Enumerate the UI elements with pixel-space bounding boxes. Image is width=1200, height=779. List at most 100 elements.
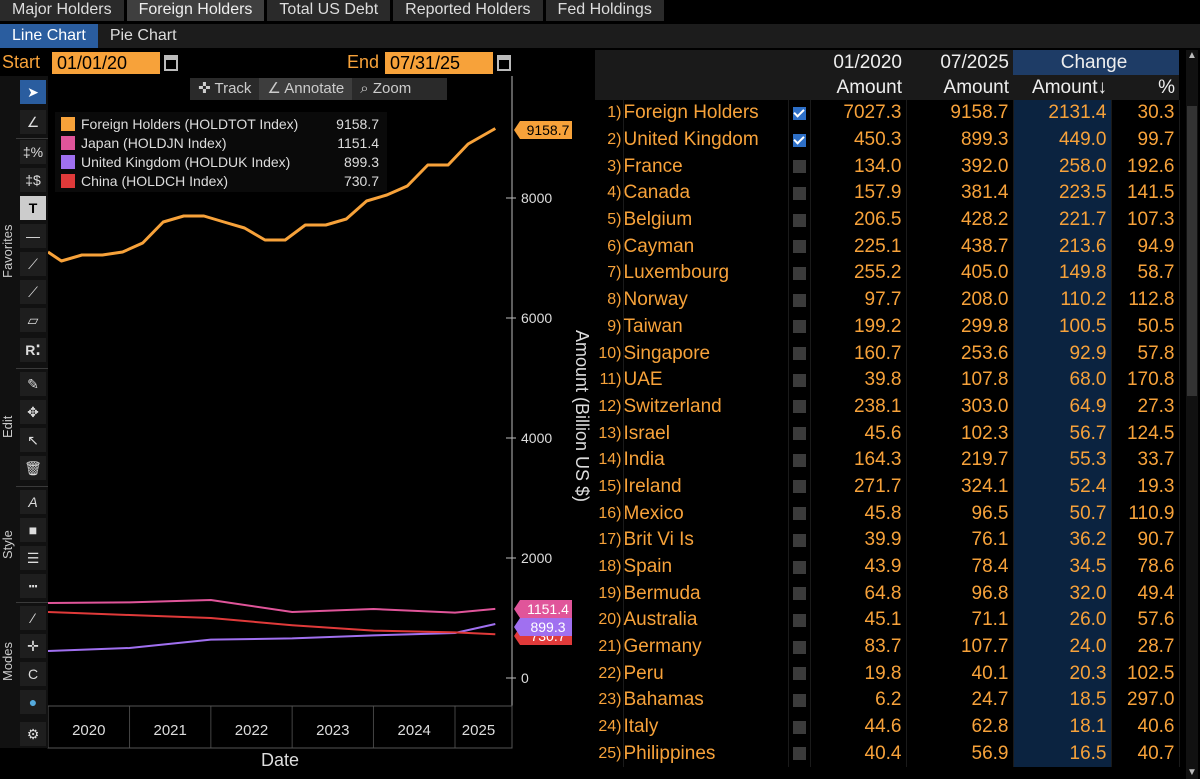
subheader-amount-2[interactable]: Amount xyxy=(906,75,1013,100)
scroll-down-icon[interactable]: ▼ xyxy=(1187,767,1197,778)
table-scrollbar[interactable]: ▲ ▼ xyxy=(1186,50,1198,779)
crosshair-mode-icon[interactable]: ✛ xyxy=(20,634,46,658)
tab-total-us-debt[interactable]: Total US Debt xyxy=(267,0,394,21)
legend-item[interactable]: Foreign Holders (HOLDTOT Index) 9158.7 xyxy=(55,114,387,133)
row-checkbox[interactable] xyxy=(788,446,811,474)
checkbox-unchecked-icon[interactable] xyxy=(792,293,806,307)
trash-icon[interactable]: 🗑 xyxy=(20,456,46,480)
checkbox-unchecked-icon[interactable] xyxy=(792,613,806,627)
legend-item[interactable]: China (HOLDCH Index) 730.7 xyxy=(55,171,387,190)
checkbox-unchecked-icon[interactable] xyxy=(792,453,806,467)
line-draw-tool-icon[interactable]: ∠ xyxy=(20,110,46,134)
row-checkbox[interactable] xyxy=(788,206,811,234)
col-header-jan2020[interactable]: 01/2020 xyxy=(810,50,906,75)
row-checkbox[interactable] xyxy=(788,740,811,768)
row-checkbox[interactable] xyxy=(788,633,811,661)
tab-fed-holdings[interactable]: Fed Holdings xyxy=(545,0,667,21)
tab-foreign-holders[interactable]: Foreign Holders xyxy=(126,0,268,21)
table-row[interactable]: 24) Italy 44.6 62.8 18.1 40.6 xyxy=(595,713,1180,741)
table-row[interactable]: 21) Germany 83.7 107.7 24.0 28.7 xyxy=(595,633,1180,661)
eraser-mode-icon[interactable]: ⁄ xyxy=(20,606,46,630)
scroll-thumb[interactable] xyxy=(1187,106,1197,396)
row-checkbox[interactable] xyxy=(788,527,811,554)
row-checkbox[interactable] xyxy=(788,393,811,421)
table-row[interactable]: 22) Peru 19.8 40.1 20.3 102.5 xyxy=(595,660,1180,688)
subheader-change-amount-sorted[interactable]: Amount↓ xyxy=(1013,75,1111,100)
legend-item[interactable]: Japan (HOLDJN Index) 1151.4 xyxy=(55,133,387,152)
row-checkbox[interactable] xyxy=(788,340,811,367)
table-row[interactable]: 5) Belgium 206.5 428.2 221.7 107.3 xyxy=(595,206,1180,234)
checkbox-checked-icon[interactable] xyxy=(792,133,806,147)
move-icon[interactable]: ✥ xyxy=(20,400,46,424)
segment-line-icon[interactable]: ⟋ xyxy=(20,280,46,304)
table-row[interactable]: 8) Norway 97.7 208.0 110.2 112.8 xyxy=(595,286,1180,314)
row-checkbox[interactable] xyxy=(788,420,811,447)
table-row[interactable]: 23) Bahamas 6.2 24.7 18.5 297.0 xyxy=(595,687,1180,714)
table-row[interactable]: 6) Cayman 225.1 438.7 213.6 94.9 xyxy=(595,233,1180,261)
table-row[interactable]: 16) Mexico 45.8 96.5 50.7 110.9 xyxy=(595,500,1180,527)
tab-major-holders[interactable]: Major Holders xyxy=(0,0,127,21)
pointer-tool-icon[interactable]: ➤ xyxy=(20,80,46,104)
checkbox-unchecked-icon[interactable] xyxy=(792,560,806,574)
table-row[interactable]: 19) Bermuda 64.8 96.8 32.0 49.4 xyxy=(595,580,1180,608)
row-checkbox[interactable] xyxy=(788,660,811,688)
checkbox-unchecked-icon[interactable] xyxy=(792,480,806,494)
table-row[interactable]: 10) Singapore 160.7 253.6 92.9 57.8 xyxy=(595,340,1180,367)
legend-item[interactable]: United Kingdom (HOLDUK Index) 899.3 xyxy=(55,152,387,171)
end-date-input[interactable]: 07/31/25 xyxy=(385,52,493,74)
row-checkbox[interactable] xyxy=(788,580,811,608)
checkbox-unchecked-icon[interactable] xyxy=(792,160,806,174)
select-arrow-icon[interactable]: ↖ xyxy=(20,428,46,452)
horizontal-line-icon[interactable]: — xyxy=(20,224,46,248)
row-checkbox[interactable] xyxy=(788,500,811,527)
table-row[interactable]: 12) Switzerland 238.1 303.0 64.9 27.3 xyxy=(595,393,1180,421)
dollar-tool-icon[interactable]: ‡$ xyxy=(20,168,46,192)
zoom-button[interactable]: ⌕ Zoom xyxy=(360,80,412,97)
table-row[interactable]: 13) Israel 45.6 102.3 56.7 124.5 xyxy=(595,420,1180,447)
settings-gear-icon[interactable]: ⚙ xyxy=(20,722,46,746)
row-checkbox[interactable] xyxy=(788,153,811,181)
table-row[interactable]: 14) India 164.3 219.7 55.3 33.7 xyxy=(595,446,1180,474)
magnet-mode-icon[interactable]: C xyxy=(20,662,46,686)
scroll-up-icon[interactable]: ▲ xyxy=(1187,50,1197,61)
channel-tool-icon[interactable]: ▱ xyxy=(20,308,46,332)
checkbox-unchecked-icon[interactable] xyxy=(792,427,806,441)
table-row[interactable]: 20) Australia 45.1 71.1 26.0 57.6 xyxy=(595,607,1180,634)
tab-reported-holders[interactable]: Reported Holders xyxy=(393,0,546,21)
checkbox-unchecked-icon[interactable] xyxy=(792,747,806,761)
row-checkbox[interactable] xyxy=(788,366,811,394)
table-row[interactable]: 17) Brit Vi Is 39.9 76.1 36.2 90.7 xyxy=(595,527,1180,554)
checkbox-unchecked-icon[interactable] xyxy=(792,266,806,280)
subheader-amount-1[interactable]: Amount xyxy=(810,75,906,100)
row-checkbox[interactable] xyxy=(788,100,811,127)
checkbox-unchecked-icon[interactable] xyxy=(792,213,806,227)
annotate-button[interactable]: ∠ Annotate xyxy=(259,78,353,100)
table-row[interactable]: 11) UAE 39.8 107.8 68.0 170.8 xyxy=(595,366,1180,394)
checkbox-unchecked-icon[interactable] xyxy=(792,320,806,334)
checkbox-unchecked-icon[interactable] xyxy=(792,640,806,654)
ruler-tool-icon[interactable]: R⁚ xyxy=(20,338,46,362)
row-checkbox[interactable] xyxy=(788,286,811,314)
checkbox-unchecked-icon[interactable] xyxy=(792,693,806,707)
checkbox-unchecked-icon[interactable] xyxy=(792,667,806,681)
start-calendar-icon[interactable] xyxy=(164,55,178,71)
row-checkbox[interactable] xyxy=(788,313,811,341)
line-weight-icon[interactable]: ☰ xyxy=(20,546,46,570)
checkbox-unchecked-icon[interactable] xyxy=(792,347,806,361)
row-checkbox[interactable] xyxy=(788,260,811,287)
percent-tool-icon[interactable]: ‡% xyxy=(20,140,46,164)
row-checkbox[interactable] xyxy=(788,607,811,634)
line-style-icon[interactable]: ┅ xyxy=(20,574,46,598)
row-checkbox[interactable] xyxy=(788,233,811,261)
col-header-jul2025[interactable]: 07/2025 xyxy=(906,50,1013,75)
row-checkbox[interactable] xyxy=(788,713,811,741)
table-row[interactable]: 7) Luxembourg 255.2 405.0 149.8 58.7 xyxy=(595,260,1180,287)
font-style-icon[interactable]: A xyxy=(20,490,46,514)
table-row[interactable]: 9) Taiwan 199.2 299.8 100.5 50.5 xyxy=(595,313,1180,341)
col-header-change[interactable]: Change xyxy=(1013,50,1179,75)
table-row[interactable]: 3) France 134.0 392.0 258.0 192.6 xyxy=(595,153,1180,181)
tab-pie-chart[interactable]: Pie Chart xyxy=(109,27,177,44)
checkbox-unchecked-icon[interactable] xyxy=(792,587,806,601)
start-date-input[interactable]: 01/01/20 xyxy=(52,52,160,74)
table-row[interactable]: 25) Philippines 40.4 56.9 16.5 40.7 xyxy=(595,740,1180,768)
